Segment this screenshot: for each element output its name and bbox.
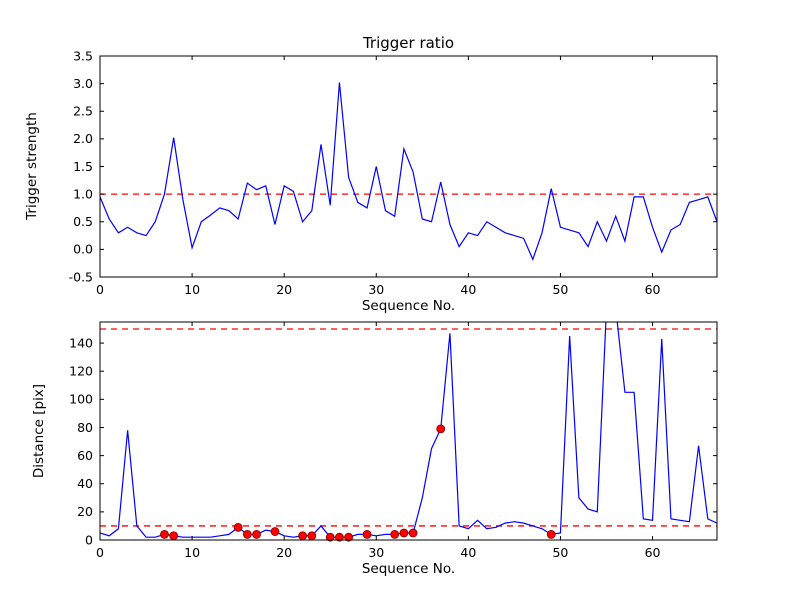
marker-dot: [335, 532, 344, 542]
data-line: [100, 322, 717, 538]
top-chart-title: Trigger ratio: [362, 34, 455, 52]
axes-spines: [99, 321, 718, 541]
marker-dot: [242, 529, 252, 539]
y-tick-label: 100: [69, 392, 93, 407]
marker-dot: [298, 531, 307, 541]
axes-spines: [99, 55, 718, 278]
data-line: [100, 82, 717, 261]
x-tick-label: 0: [96, 282, 104, 297]
marker-dot: [252, 529, 261, 539]
y-tick-label: 3.5: [73, 48, 93, 63]
marker-dot: [325, 532, 335, 542]
top-chart-ylabel: Trigger strength: [24, 112, 40, 220]
y-tick-label: 20: [77, 504, 93, 519]
marker-dot: [436, 424, 446, 434]
x-tick-label: 20: [276, 282, 292, 297]
marker-dot: [233, 522, 243, 532]
x-tick-label: 60: [645, 545, 661, 560]
marker-dot: [270, 527, 280, 536]
y-tick-label: 3.0: [73, 76, 93, 91]
x-tick-label: 40: [460, 282, 476, 297]
y-tick-label: 0.5: [73, 214, 93, 229]
x-tick-label: 10: [184, 545, 200, 560]
marker-dot: [546, 529, 556, 539]
x-tick-label: 40: [460, 545, 476, 560]
y-tick-label: 2.5: [73, 104, 93, 119]
marker-dot: [169, 531, 179, 541]
y-tick-label: 140: [69, 335, 93, 350]
bottom-chart-ylabel: Distance [pix]: [31, 383, 47, 479]
marker-dot: [362, 529, 372, 539]
marker-dot: [160, 529, 169, 539]
x-tick-label: 0: [96, 545, 104, 560]
top-chart-xlabel: Sequence No.: [361, 298, 456, 314]
x-tick-label: 20: [276, 545, 292, 560]
y-tick-label: 40: [77, 476, 93, 491]
x-tick-label: 30: [368, 282, 384, 297]
x-tick-label: 30: [368, 545, 384, 560]
y-tick-label: 120: [69, 364, 93, 379]
x-tick-label: 50: [552, 282, 568, 297]
x-tick-label: 50: [552, 545, 568, 560]
y-tick-label: 0.0: [73, 242, 93, 257]
y-tick-label: 60: [77, 448, 93, 463]
y-tick-label: 1.5: [73, 159, 93, 174]
y-tick-label: -0.5: [69, 269, 93, 284]
marker-dot: [307, 531, 317, 541]
y-tick-label: 1.0: [73, 186, 93, 201]
bottom-chart-xlabel: Sequence No.: [361, 561, 456, 577]
x-tick-label: 10: [184, 282, 200, 297]
marker-dot: [408, 528, 418, 538]
marker-dot: [399, 528, 409, 538]
marker-dot: [390, 529, 400, 539]
y-tick-label: 80: [77, 420, 93, 435]
y-tick-label: 0: [85, 532, 93, 547]
y-tick-label: 2.0: [73, 131, 93, 146]
marker-dot: [344, 532, 354, 542]
x-tick-label: 60: [645, 282, 661, 297]
